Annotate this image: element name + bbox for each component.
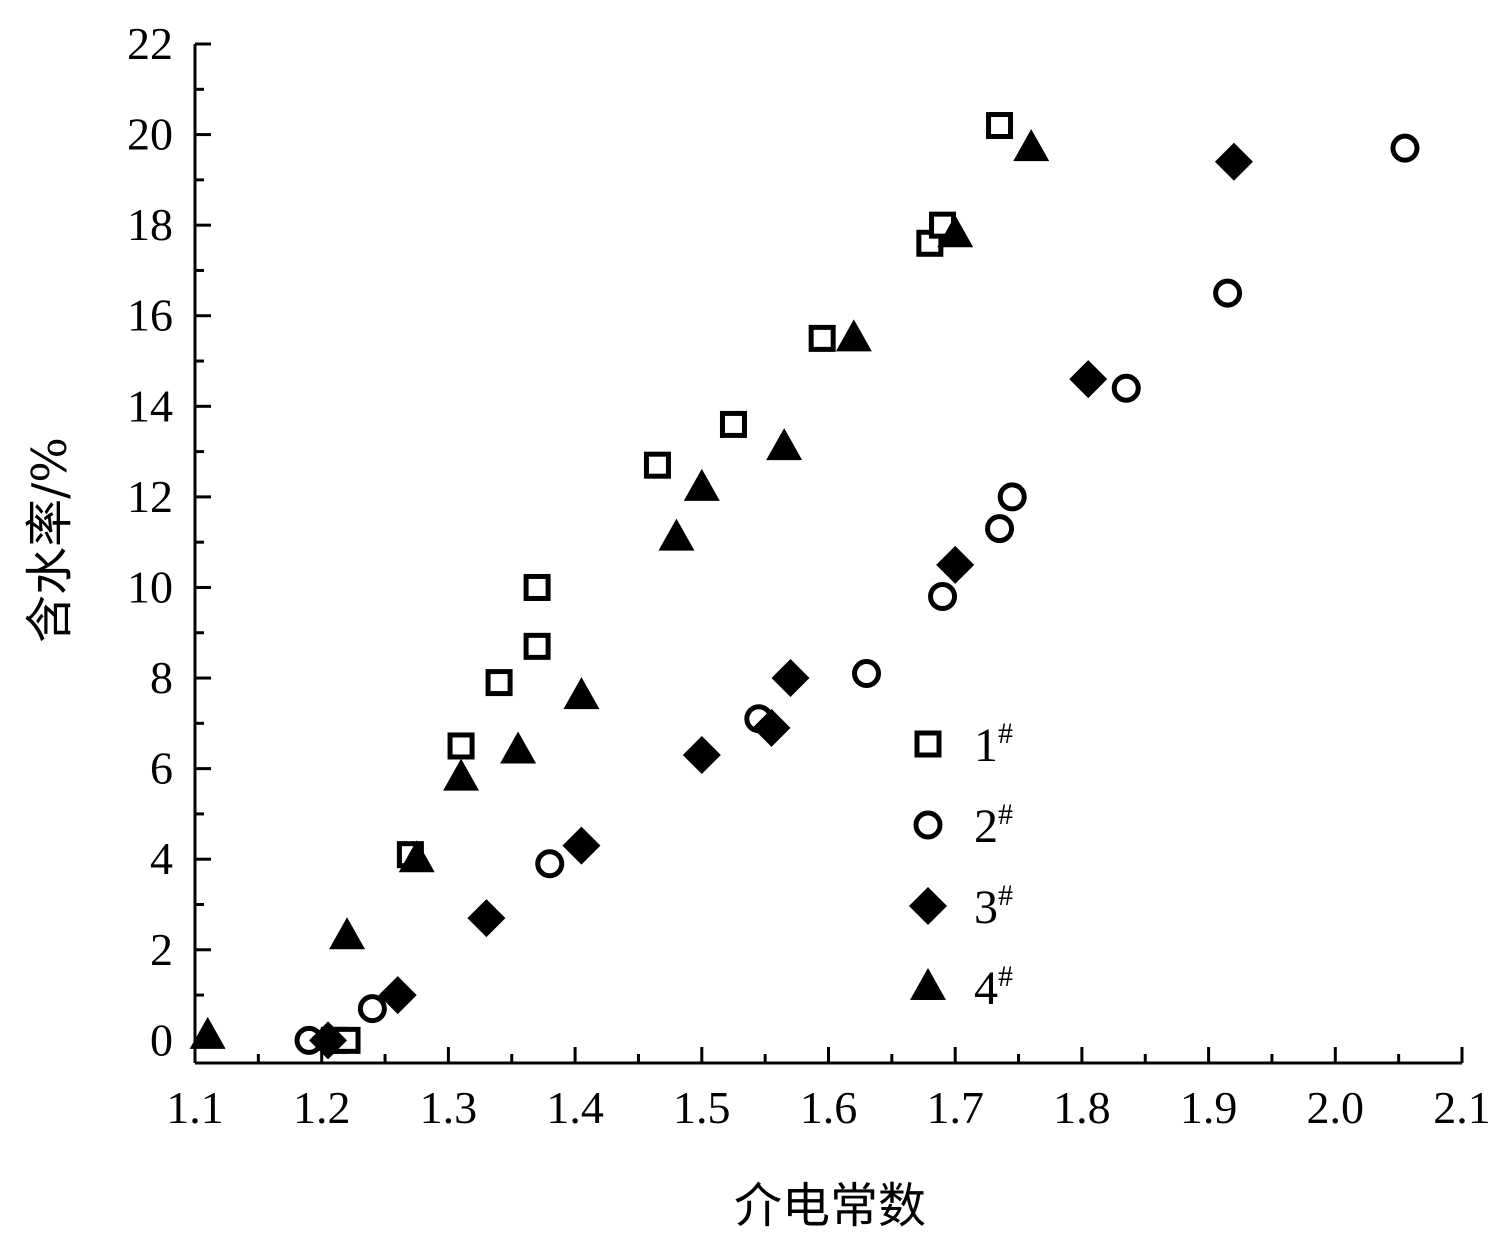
data-point	[523, 632, 551, 660]
data-point	[1069, 360, 1108, 399]
y-tick-label: 18	[127, 199, 173, 250]
data-points	[189, 112, 1420, 1060]
data-point	[937, 215, 974, 248]
legend-item-4: 4#	[910, 960, 1013, 1015]
legend-label: 2#	[974, 798, 1013, 853]
data-point	[1111, 373, 1141, 403]
data-point	[682, 736, 721, 775]
data-point	[398, 840, 435, 873]
data-point	[467, 899, 506, 938]
data-point	[1214, 142, 1253, 181]
y-tick-label: 2	[150, 924, 173, 975]
y-tick-label: 8	[150, 652, 173, 703]
legend-marker	[909, 887, 947, 925]
data-point	[500, 731, 537, 764]
data-point	[928, 582, 958, 612]
x-tick-label: 1.2	[293, 1082, 351, 1133]
series-1	[320, 112, 1014, 1054]
x-tick-label: 1.4	[546, 1082, 604, 1133]
legend-label: 1#	[974, 717, 1013, 772]
y-tick-label: 10	[127, 561, 173, 612]
legend-marker	[910, 968, 946, 1000]
data-point	[563, 677, 600, 710]
data-point	[771, 659, 810, 698]
x-axis-title: 介电常数	[734, 1178, 926, 1234]
data-point	[683, 468, 720, 501]
y-tick-label: 22	[127, 18, 173, 69]
x-tick-label: 2.1	[1433, 1082, 1491, 1133]
data-point	[309, 1021, 348, 1060]
data-point	[1390, 133, 1420, 163]
legend-label: 3#	[974, 879, 1013, 934]
y-tick-label: 12	[127, 471, 173, 522]
data-point	[808, 324, 836, 352]
data-point	[357, 994, 387, 1024]
data-point	[752, 708, 791, 747]
y-tick-label: 4	[150, 833, 173, 884]
y-tick-label: 16	[127, 290, 173, 341]
data-point	[329, 917, 366, 950]
data-point	[766, 428, 803, 461]
data-point	[562, 826, 601, 865]
data-point	[535, 849, 565, 879]
legend-item-2: 2#	[913, 798, 1013, 853]
x-tick-label: 1.6	[800, 1082, 858, 1133]
legend: 1# 2# 3# 4#	[909, 717, 1013, 1015]
x-tick-label: 1.3	[420, 1082, 478, 1133]
x-tick-label: 2.0	[1307, 1082, 1365, 1133]
legend-item-3: 3#	[909, 879, 1013, 934]
data-point	[985, 514, 1015, 544]
data-point	[378, 976, 417, 1015]
x-tick-label: 1.7	[926, 1082, 984, 1133]
data-point	[447, 732, 475, 760]
series-3	[309, 142, 1253, 1060]
data-point	[997, 482, 1027, 512]
y-axis-title: 含水率/%	[22, 437, 78, 643]
data-point	[852, 659, 882, 689]
data-point	[936, 545, 975, 584]
series-4	[189, 129, 1050, 1049]
x-tick-label: 1.8	[1053, 1082, 1111, 1133]
data-point	[1213, 278, 1243, 308]
data-point	[658, 518, 695, 551]
x-tick-label: 1.9	[1180, 1082, 1238, 1133]
data-point	[719, 410, 747, 438]
x-tick-label: 1.5	[673, 1082, 731, 1133]
x-tick-label: 1.1	[166, 1082, 224, 1133]
data-point	[835, 319, 872, 352]
data-point	[643, 451, 671, 479]
data-point	[1013, 129, 1050, 162]
series-2	[294, 133, 1420, 1055]
legend-item-1: 1#	[914, 717, 1013, 772]
axes: 1.1 1.2 1.3 1.4 1.5 1.6 1.7 1.8 1.9 2.0 2.1 0 2 4 6 8 10…	[127, 18, 1491, 1133]
y-tick-label: 14	[127, 380, 173, 431]
y-tick-label: 0	[150, 1014, 173, 1065]
data-point	[189, 1016, 226, 1049]
legend-label: 4#	[974, 960, 1013, 1015]
y-tick-label: 20	[127, 109, 173, 160]
y-tick-label: 6	[150, 743, 173, 794]
data-point	[523, 573, 551, 601]
data-point	[986, 112, 1014, 140]
data-point	[485, 669, 513, 697]
legend-marker	[914, 730, 942, 758]
data-point	[443, 758, 480, 791]
legend-marker	[913, 810, 943, 840]
